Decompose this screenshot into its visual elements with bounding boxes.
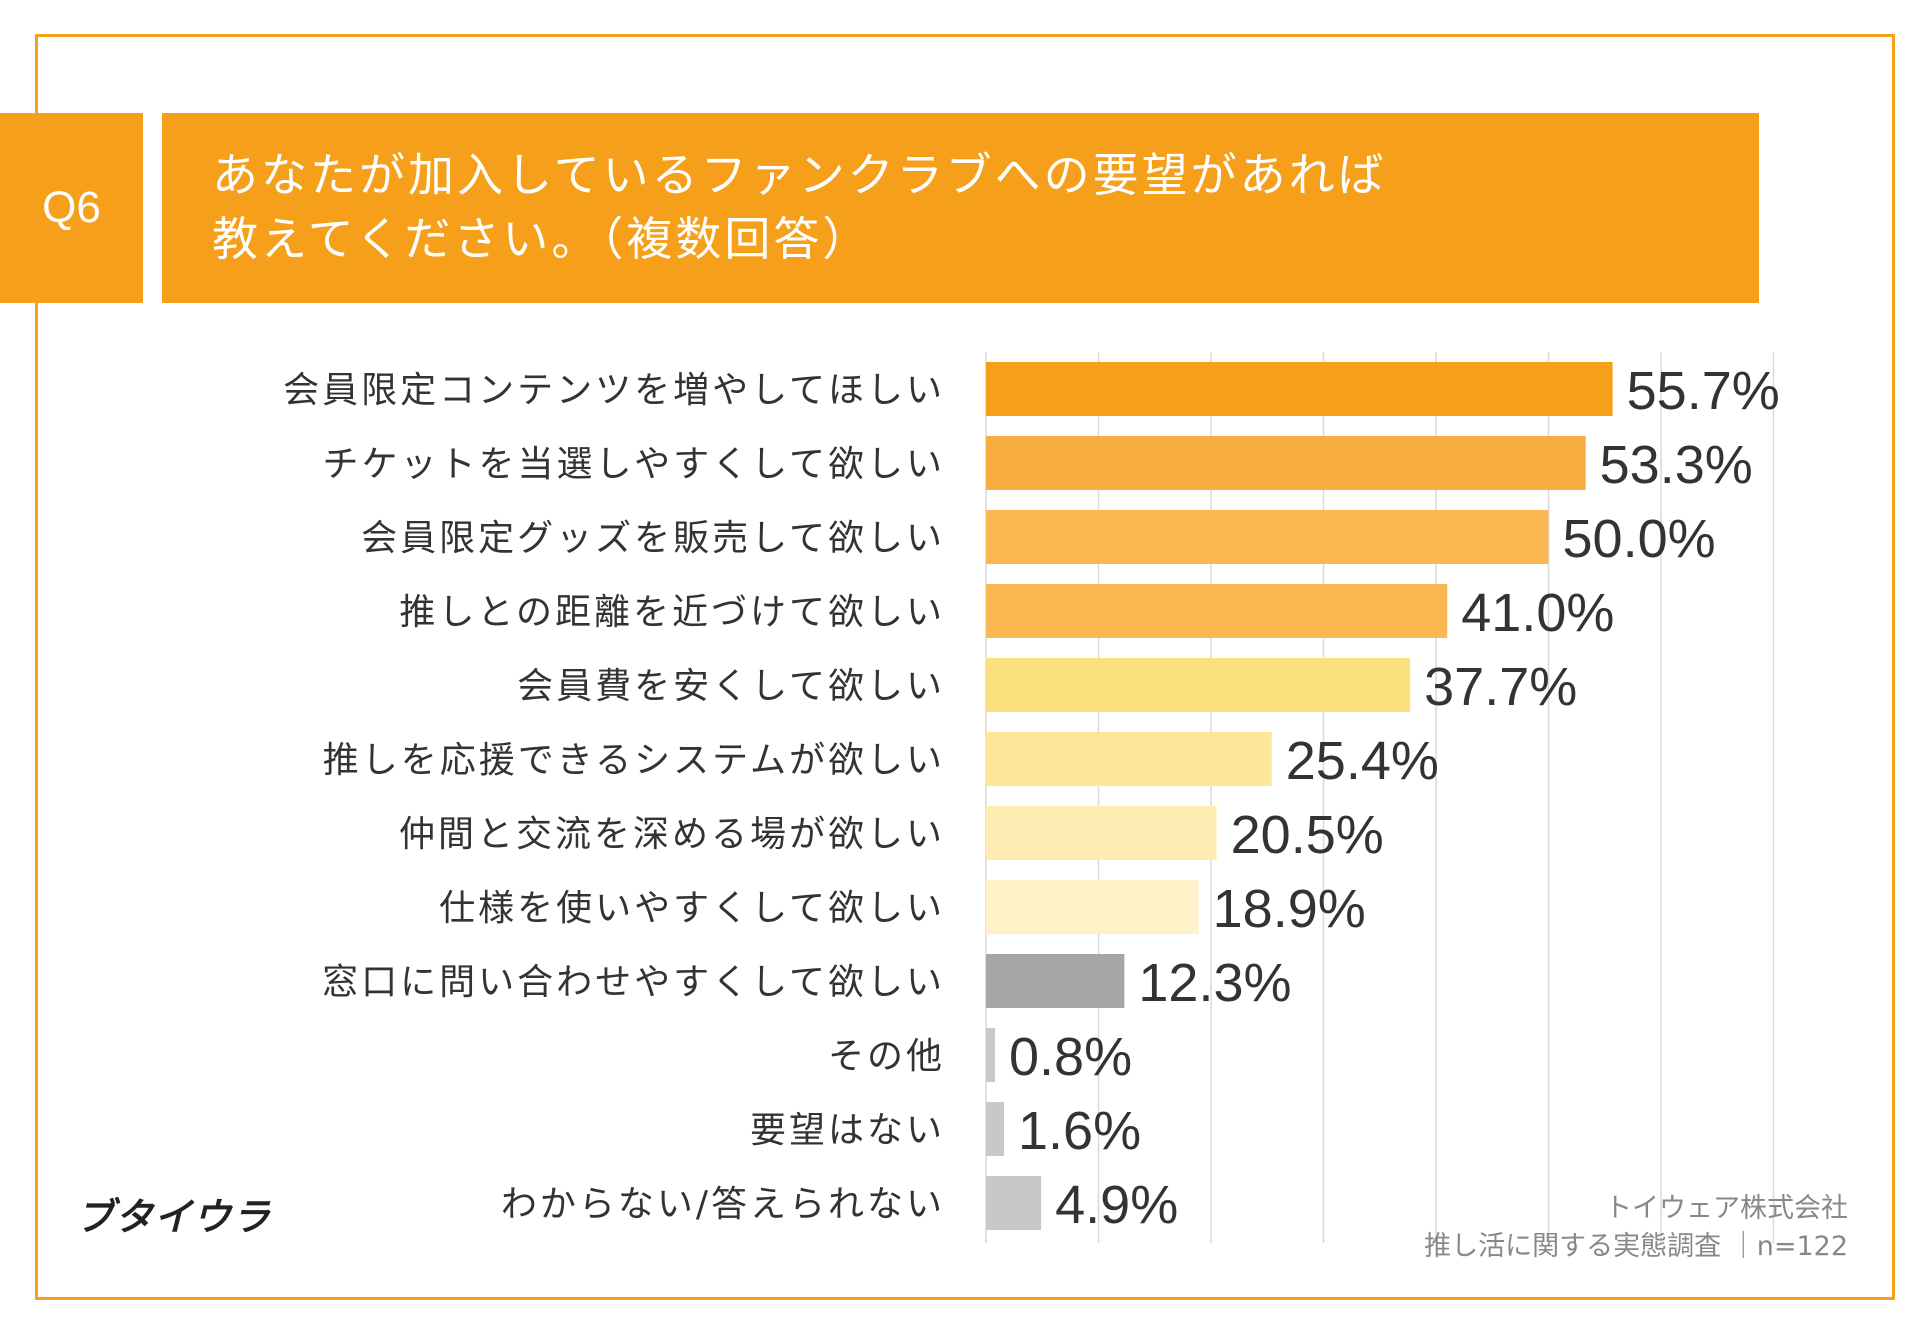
bar [986,806,1217,860]
value-label: 18.9% [1213,879,1366,939]
bar [986,1028,995,1082]
category-label: 仕様を使いやすくして欲しい [439,888,945,929]
category-label: 会員限定グッズを販売して欲しい [361,518,945,559]
value-label: 53.3% [1600,435,1753,495]
brand-logo: ブタイウラ [76,1195,272,1239]
bar [986,954,1125,1008]
bar [986,510,1549,564]
source-note: トイウェア株式会社 推し活に関する実態調査 ｜n=122 [1424,1190,1848,1266]
question-label: Q6 [0,113,143,303]
value-label: 55.7% [1627,361,1780,421]
bar [986,732,1272,786]
question-title-line1: あなたが加入しているファンクラブへの要望があれば [212,148,1387,202]
value-label: 4.9% [1055,1175,1178,1235]
category-label: 会員費を安くして欲しい [517,666,945,707]
category-label: 窓口に問い合わせやすくして欲しい [322,962,945,1003]
bar [986,880,1199,934]
category-label: その他 [828,1036,945,1077]
category-label: 仲間と交流を深める場が欲しい [399,814,945,855]
source-company: トイウェア株式会社 [1605,1193,1848,1224]
bar [986,658,1411,712]
value-label: 50.0% [1563,509,1716,569]
value-label: 41.0% [1461,583,1614,643]
value-label: 25.4% [1286,731,1439,791]
source-survey: 推し活に関する実態調査 ｜n=122 [1424,1231,1848,1262]
category-label: 会員限定コンテンツを増やしてほしい [283,370,945,411]
category-label: チケットを当選しやすくして欲しい [322,444,945,485]
chart-frame [35,34,1895,1300]
question-title: あなたが加入しているファンクラブへの要望があれば 教えてください。（複数回答） [162,113,1759,303]
value-label: 1.6% [1018,1101,1141,1161]
question-title-line2: 教えてください。（複数回答） [212,212,872,266]
bar [986,584,1448,638]
bar [986,1176,1042,1230]
value-label: 37.7% [1424,657,1577,717]
value-label: 0.8% [1009,1027,1132,1087]
category-label: わからない/答えられない [501,1184,945,1225]
bar [986,362,1613,416]
category-label: 推しとの距離を近づけて欲しい [399,592,945,633]
category-label: 推しを応援できるシステムが欲しい [323,740,945,781]
value-label: 20.5% [1231,805,1384,865]
bar [986,436,1586,490]
category-label: 要望はない [750,1110,945,1151]
value-label: 12.3% [1138,953,1291,1013]
bar [986,1102,1004,1156]
